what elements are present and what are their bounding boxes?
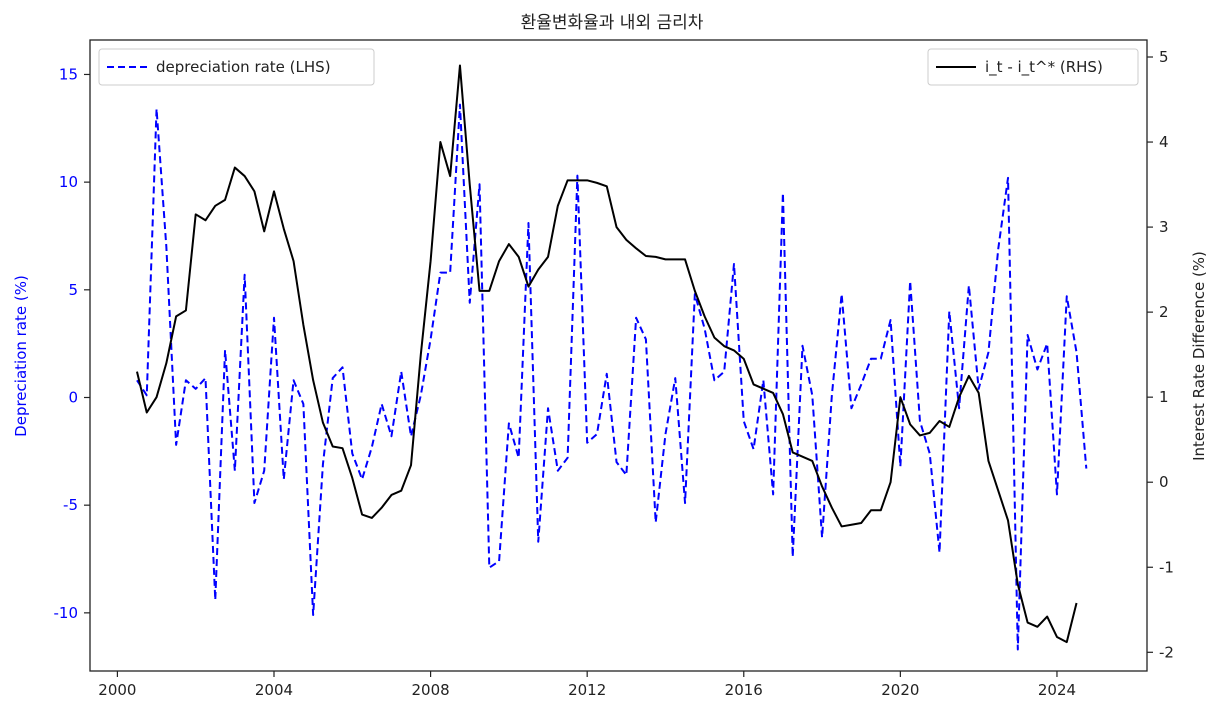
y-left-tick-label: 0 bbox=[68, 388, 78, 406]
x-tick-label: 2000 bbox=[98, 681, 136, 699]
x-tick-label: 2008 bbox=[411, 681, 449, 699]
legend-right-box bbox=[927, 48, 1139, 86]
y-axis-right-title: Interest Rate Difference (%) bbox=[1190, 251, 1208, 461]
x-tick-label: 2024 bbox=[1038, 681, 1076, 699]
y-left-tick-label: -10 bbox=[54, 604, 79, 622]
y-right-tick-label: 2 bbox=[1159, 303, 1169, 321]
y-right-tick-label: 1 bbox=[1159, 388, 1169, 406]
plot-area bbox=[136, 64, 1088, 651]
series-line-depreciation-rate bbox=[136, 103, 1088, 651]
y-right-tick-label: -2 bbox=[1159, 643, 1174, 661]
y-right-tick-label: 3 bbox=[1159, 218, 1169, 236]
y-left-tick-label: 5 bbox=[68, 281, 78, 299]
legend-left-label: depreciation rate (LHS) bbox=[156, 58, 331, 76]
y-right-tick-label: 0 bbox=[1159, 473, 1169, 491]
x-tick-label: 2012 bbox=[568, 681, 606, 699]
x-axis: 2000 2004 2008 2012 2016 2020 2024 bbox=[98, 671, 1076, 699]
x-tick-label: 2020 bbox=[881, 681, 919, 699]
y-right-tick-label: 4 bbox=[1159, 133, 1169, 151]
y-left-tick-label: 10 bbox=[59, 173, 78, 191]
legend-right-label: i_t - i_t^* (RHS) bbox=[985, 58, 1103, 77]
y-right-tick-label: 5 bbox=[1159, 48, 1169, 66]
legend-left-box bbox=[98, 48, 375, 86]
y-left-tick-label: -5 bbox=[63, 496, 78, 514]
chart-title: 환율변화율과 내외 금리차 bbox=[521, 13, 704, 33]
plot-frame bbox=[89, 39, 1148, 672]
y-axis-right: -2 -1 0 1 2 3 4 5 bbox=[1147, 48, 1174, 661]
y-left-tick-label: 15 bbox=[59, 65, 78, 83]
x-tick-label: 2004 bbox=[255, 681, 293, 699]
x-tick-label: 2016 bbox=[725, 681, 763, 699]
series-line-interest-rate-difference bbox=[136, 64, 1078, 644]
legend-right: i_t - i_t^* (RHS) bbox=[927, 48, 1139, 86]
legend-left: depreciation rate (LHS) bbox=[98, 48, 375, 86]
y-right-tick-label: -1 bbox=[1159, 558, 1174, 576]
y-axis-left: -10 -5 0 5 10 15 bbox=[54, 65, 90, 622]
y-axis-left-title: Depreciation rate (%) bbox=[12, 275, 30, 437]
